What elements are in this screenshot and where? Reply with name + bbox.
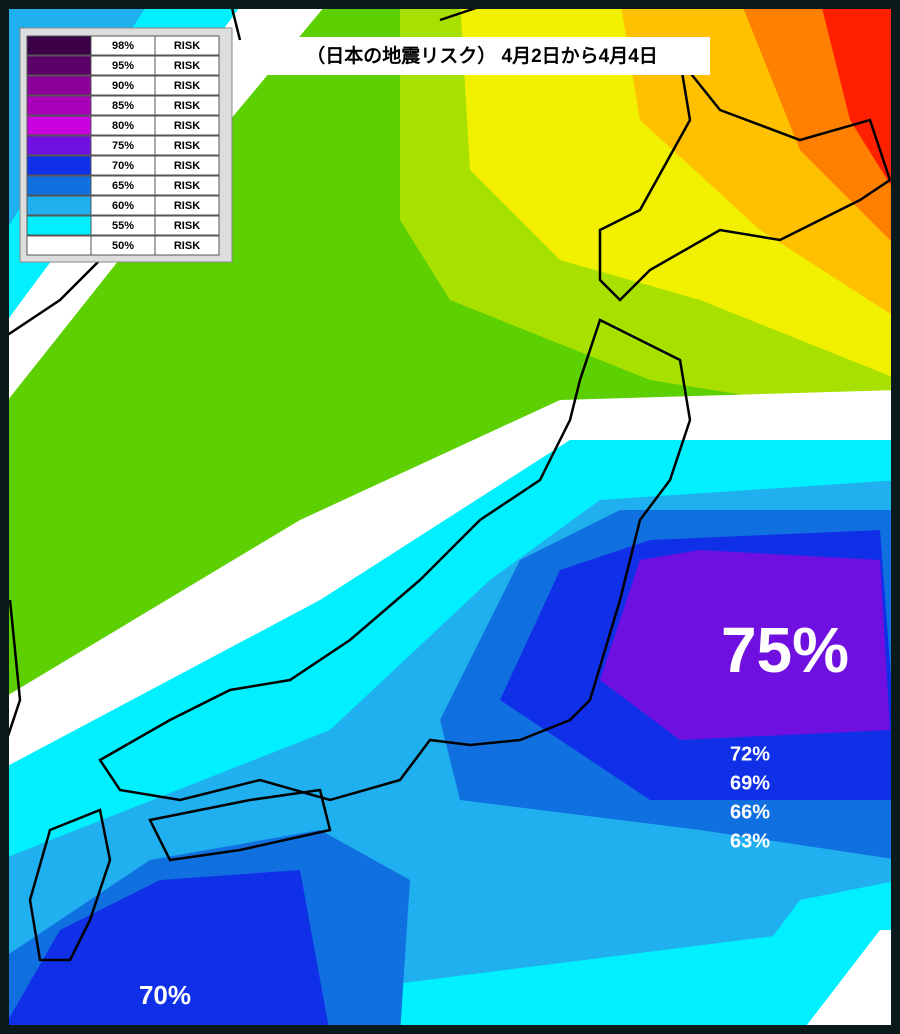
- legend-cell: [154, 135, 220, 156]
- legend-label: RISK: [174, 80, 200, 92]
- legend-cell: [154, 195, 220, 216]
- legend-swatch: [26, 95, 92, 116]
- legend-label: RISK: [174, 220, 200, 232]
- legend-cell: [154, 75, 220, 96]
- legend-label: RISK: [174, 240, 200, 252]
- region-label: 70%: [139, 980, 191, 1010]
- legend-cell: [154, 35, 220, 56]
- legend-swatch: [26, 115, 92, 136]
- legend-label: RISK: [174, 40, 200, 52]
- legend-percent: 80%: [112, 120, 134, 132]
- legend: 98% RISK 95% RISK 90% RISK 85% RISK 80% RISK 75% RI…: [26, 35, 220, 256]
- legend-swatch: [26, 215, 92, 236]
- band-purple: [600, 550, 890, 740]
- level-label: 63%: [730, 830, 770, 852]
- legend-percent: 98%: [112, 40, 134, 52]
- legend-percent: 75%: [112, 140, 134, 152]
- legend-swatch: [26, 195, 92, 216]
- legend-cell: [154, 215, 220, 236]
- legend-swatch: [26, 235, 92, 256]
- legend-percent: 90%: [112, 80, 134, 92]
- band-white: [800, 930, 900, 1034]
- level-label: 66%: [730, 801, 770, 823]
- legend-cell: [154, 235, 220, 256]
- legend-label: RISK: [174, 160, 200, 172]
- coastline: [0, 0, 892, 962]
- legend-label: RISK: [174, 180, 200, 192]
- level-label: 72%: [730, 743, 770, 765]
- legend-percent: 95%: [112, 60, 134, 72]
- legend-swatch: [26, 155, 92, 176]
- map-title: （日本の地震リスク） 4月2日から4月4日: [306, 44, 658, 67]
- legend-cell: [154, 95, 220, 116]
- legend-label: RISK: [174, 100, 200, 112]
- legend-swatch: [26, 55, 92, 76]
- level-label: 69%: [730, 772, 770, 794]
- legend-label: RISK: [174, 60, 200, 72]
- legend-swatch: [26, 175, 92, 196]
- legend-percent: 50%: [112, 240, 134, 252]
- band-blue70: [0, 870, 330, 1034]
- peak-label: 75%: [721, 614, 849, 686]
- legend-cell: [154, 155, 220, 176]
- legend-swatch: [26, 135, 92, 156]
- title-box: [255, 37, 710, 75]
- legend-percent: 65%: [112, 180, 134, 192]
- legend-label: RISK: [174, 120, 200, 132]
- legend-swatch: [26, 35, 92, 56]
- legend-percent: 85%: [112, 100, 134, 112]
- legend-cell: [154, 175, 220, 196]
- legend-cell: [154, 115, 220, 136]
- legend-label: RISK: [174, 140, 200, 152]
- legend-cell: [154, 55, 220, 76]
- legend-percent: 60%: [112, 200, 134, 212]
- legend-label: RISK: [174, 200, 200, 212]
- legend-percent: 55%: [112, 220, 134, 232]
- legend-percent: 70%: [112, 160, 134, 172]
- legend-swatch: [26, 75, 92, 96]
